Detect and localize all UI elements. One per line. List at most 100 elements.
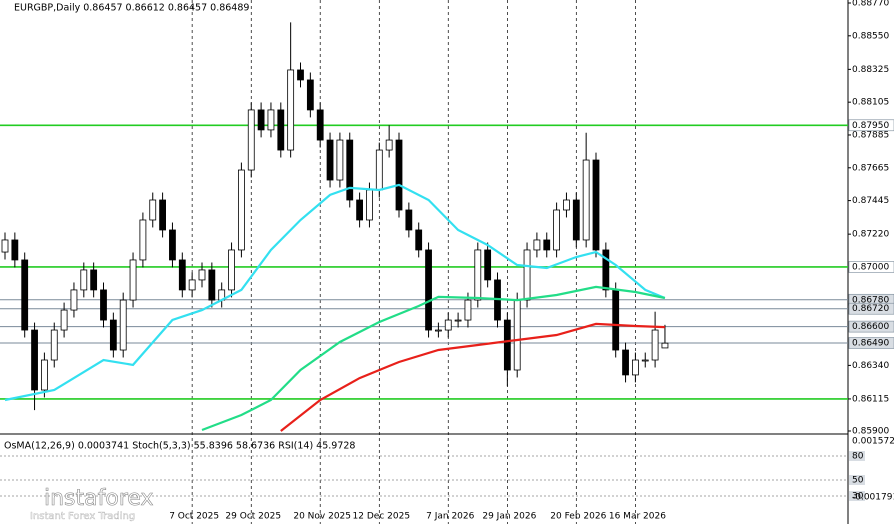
moving-average: [201, 285, 666, 432]
sub-tick-box: [849, 451, 865, 461]
marks: [1, 22, 669, 432]
x-tick-label: 16 Mar 2026: [609, 512, 666, 522]
candle-body: [434, 329, 442, 332]
candle-body: [208, 269, 216, 301]
x-tick-label: 12 Dec 2025: [353, 512, 411, 522]
candle-body: [484, 249, 492, 281]
candle-body: [533, 239, 541, 251]
candle-body: [109, 319, 117, 351]
candle-body: [247, 109, 255, 171]
level-label: 0.86490: [852, 339, 889, 349]
candle-body: [454, 319, 462, 322]
candle-body: [267, 109, 275, 131]
x-tick-label: 29 Jan 2026: [482, 512, 536, 522]
candle-body: [60, 309, 68, 331]
level-label: 0.86600: [852, 322, 889, 332]
x-tick-label: 7 Oct 2025: [169, 512, 219, 522]
watermark: instaforex: [44, 486, 154, 511]
candle-body: [572, 199, 580, 241]
candle-body: [592, 159, 600, 251]
y-tick-label: 0.86340: [852, 361, 889, 371]
candle-body: [513, 299, 521, 371]
y-tick-label: 0.87220: [852, 230, 889, 240]
sub-tick-box: [849, 475, 865, 485]
candle-body: [543, 239, 551, 251]
candle-body: [336, 139, 344, 181]
sub-tick-label: 80: [852, 452, 864, 462]
candle-body: [612, 289, 620, 351]
osma-max-label: 0.0015725: [852, 437, 894, 447]
level-label-box: [848, 337, 894, 349]
candle-body: [375, 149, 383, 191]
axis: 0.88770 0.88550 0.88325 0.88105 0.87885 0.876…: [169, 0, 894, 522]
level-label-box: [848, 261, 894, 273]
y-tick-label: 0.88770: [852, 0, 889, 9]
candle-body: [129, 259, 137, 301]
watermark-subtitle: Instant Forex Trading: [30, 511, 135, 522]
level-label-box: [848, 302, 894, 315]
level-label-box: [848, 119, 894, 132]
candle-body: [415, 229, 423, 251]
candle-body: [228, 249, 235, 291]
y-tick-label: 0.86115: [852, 394, 889, 404]
candle-body: [149, 199, 157, 221]
chart-title: EURGBP,Daily 0.86457 0.86612 0.86457 0.8…: [14, 3, 249, 14]
indicator-title: OsMA(12,26,9) 0.0003741 Stoch(5,3,3) 55.…: [4, 441, 355, 452]
candle-body: [651, 329, 659, 361]
candle-body: [159, 199, 167, 231]
candle-body: [356, 199, 364, 221]
candle-body: [257, 109, 265, 131]
candle-body: [326, 139, 334, 181]
candle-body: [139, 219, 147, 261]
candle-body: [602, 249, 610, 291]
grid: [0, 0, 848, 524]
candle-body: [582, 159, 590, 241]
moving-average: [280, 322, 665, 432]
candle-body: [198, 269, 206, 281]
candle-body: [366, 189, 373, 221]
candle-body: [80, 269, 88, 291]
y-tick-label: 0.87445: [852, 196, 889, 206]
candle-body: [385, 139, 393, 151]
x-tick-label: 20 Feb 2026: [550, 512, 606, 522]
candle-body: [503, 319, 511, 371]
candle-body: [346, 139, 354, 201]
candle-body: [119, 299, 127, 351]
y-tick-label: 0.88105: [852, 98, 889, 108]
y-tick-label: 0.87885: [852, 130, 889, 140]
candle-body: [474, 249, 482, 301]
moving-average: [4, 183, 666, 402]
candle-body: [70, 289, 78, 311]
candle-body: [31, 329, 38, 391]
x-tick-label: 7 Jan 2026: [426, 512, 474, 522]
candle-body: [188, 279, 196, 291]
candle-body: [237, 169, 245, 251]
candle-body: [523, 249, 531, 301]
candle-body: [21, 259, 29, 331]
candle-body: [444, 319, 452, 331]
y-tick-label: 0.87665: [852, 163, 889, 173]
candle-body: [287, 69, 295, 151]
level-label-box: [848, 320, 894, 333]
candle-body: [178, 259, 186, 291]
candle-body: [100, 289, 107, 321]
candle-body: [553, 209, 560, 251]
candle-body: [50, 329, 58, 361]
candle-body: [632, 359, 639, 376]
candle-body: [297, 69, 304, 81]
y-tick-label: 0.85900: [852, 427, 889, 437]
candle-body: [622, 349, 629, 376]
candle-body: [11, 239, 19, 261]
candle-body: [316, 109, 324, 141]
candle-body: [464, 299, 472, 321]
sub-tick-box: [849, 491, 865, 501]
y-tick-label: 0.88550: [852, 31, 889, 41]
level-label: 0.87950: [852, 121, 889, 131]
sub-tick-label: 50: [852, 476, 864, 486]
level-label: 0.86720: [852, 304, 889, 314]
candle-body: [563, 199, 570, 211]
candle-body: [41, 359, 48, 391]
candle-body: [169, 229, 176, 261]
